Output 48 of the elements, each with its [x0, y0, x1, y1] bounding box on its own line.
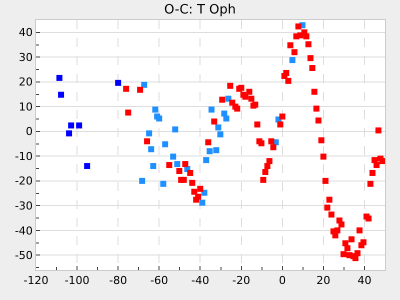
point [208, 106, 215, 113]
point [141, 82, 148, 88]
x-tick-label: 40 [357, 274, 372, 288]
point [223, 116, 230, 122]
y-tick-label: -10 [14, 150, 33, 163]
x-tick-label: 0 [278, 274, 286, 288]
point [174, 161, 180, 168]
point [217, 131, 224, 138]
x-tick-label: -120 [24, 274, 48, 288]
point [58, 92, 64, 98]
y-tick-label: 10 [18, 100, 33, 114]
point [68, 122, 74, 128]
point [152, 106, 158, 113]
point [289, 57, 296, 64]
point [203, 157, 210, 164]
point [170, 154, 176, 160]
x-tick-label: -80 [109, 274, 128, 288]
point [215, 124, 222, 130]
point [56, 74, 62, 81]
point [172, 126, 178, 132]
point [150, 163, 156, 170]
y-tick-label: 30 [18, 50, 33, 64]
point [84, 163, 90, 170]
point [76, 122, 82, 128]
point [66, 130, 72, 136]
y-tick-label: 0 [26, 125, 33, 138]
point [213, 147, 220, 154]
x-tick-label: -60 [150, 274, 168, 288]
point [160, 180, 166, 187]
y-tick-label: -30 [14, 199, 33, 212]
y-tick-label: -40 [14, 224, 33, 238]
y-tick-label: -50 [14, 249, 33, 262]
point [162, 141, 168, 148]
point [115, 80, 122, 86]
x-tick-label: -40 [191, 274, 210, 288]
point [146, 130, 152, 136]
chart-title: O-C: T Oph [164, 2, 236, 18]
x-tick-label: -100 [64, 274, 90, 288]
y-tick-label: 40 [18, 26, 33, 40]
y-tick-label: 20 [18, 76, 33, 89]
point [139, 178, 146, 184]
point [201, 190, 208, 196]
y-tick-label: -20 [14, 174, 33, 188]
x-tick-label: -20 [232, 274, 250, 288]
point [199, 200, 206, 206]
point [206, 148, 213, 154]
point [148, 146, 154, 152]
x-tick-label: 20 [316, 274, 330, 288]
